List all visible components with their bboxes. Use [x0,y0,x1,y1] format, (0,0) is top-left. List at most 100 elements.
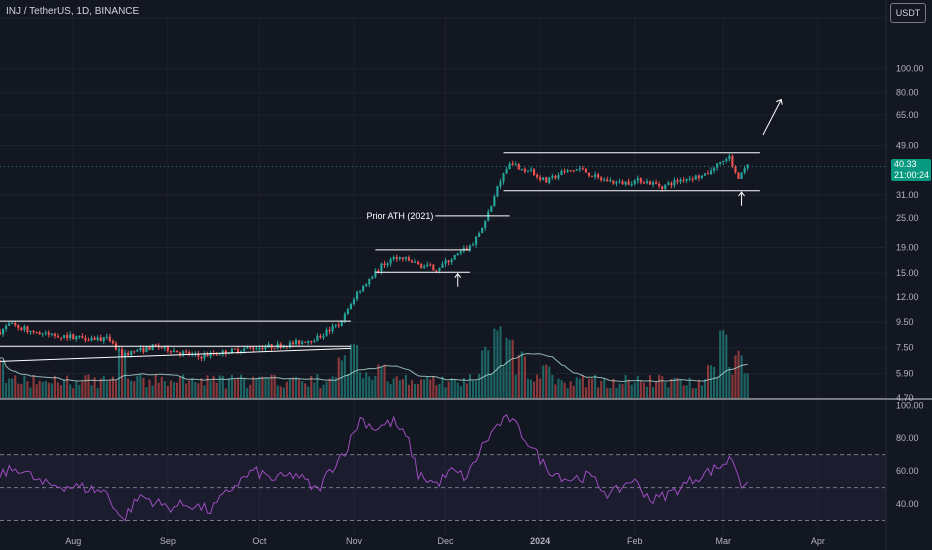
volume-bar [700,385,703,398]
volume-bar [365,372,368,398]
volume-bar [346,373,349,398]
candle-body [72,334,75,340]
volume-bar [487,350,490,398]
volume-bar [603,377,606,398]
volume-bar [276,385,279,398]
last-price: 40.33 [894,159,917,170]
candle-body [407,257,410,261]
candle-body [75,336,78,340]
volume-bar [545,364,548,398]
volume-bar [20,384,23,398]
volume-bar [703,379,707,398]
candle-body [1,329,5,335]
time-tick-label: 2024 [530,536,550,546]
candle-body [627,181,630,185]
candle-body [563,170,566,172]
volume-bar [706,365,710,398]
volume-bar [221,375,224,398]
price-tick-label: 80.00 [896,88,919,98]
volume-bar [697,379,700,398]
candle-body [35,332,38,334]
volume-bar [481,350,484,398]
volume-bar [243,378,246,398]
candle-body [53,333,56,337]
volume-bar [407,384,410,398]
candle-body [362,285,365,292]
candle-body [236,349,240,353]
candle-body [572,170,575,172]
volume-bar [542,365,545,398]
price-tick-label: 65.00 [896,110,919,120]
candle-body [139,347,142,351]
volume-bar [548,366,551,398]
candle-body [703,173,707,176]
volume-bar [429,379,432,398]
candle-body [8,323,11,326]
candle-body [502,173,505,182]
candle-body [655,182,658,185]
volume-bar [459,386,462,398]
volume-bar [133,381,136,398]
candle-body [615,181,618,184]
candle-body [337,324,340,326]
volume-bar [453,379,456,398]
volume-bar [630,384,633,398]
volume-bar [539,378,542,398]
volume-bar [438,383,441,398]
candle-body [734,166,737,173]
candle-body [716,163,719,168]
candle-body [478,233,481,237]
candle-body [676,180,679,182]
volume-bar [307,386,310,398]
volume-bar [26,381,29,398]
volume-bar [447,381,450,398]
volume-bar [127,378,130,398]
volume-bar [197,383,200,398]
candle-body [81,336,84,339]
currency-unit-button[interactable]: USDT [890,3,926,23]
candle-body [154,344,157,346]
candle-body [310,340,313,342]
candle-body [44,332,47,334]
volume-bar [298,379,301,398]
price-tick-label: 7.50 [896,343,914,353]
volume-bar [240,374,243,398]
candle-body [96,337,99,340]
time-tick-label: Oct [252,536,267,546]
volume-bar [166,385,169,398]
volume-bar [737,350,740,398]
volume-bar [66,375,69,398]
candle-body [249,347,252,349]
volume-bar [404,374,407,398]
candle-body [69,334,72,339]
candle-body [102,337,105,341]
candle-body [56,336,60,338]
candle-body [84,338,87,341]
candle-body [706,173,710,175]
rsi-tick-label: 40.00 [896,499,919,509]
candle-body [471,244,475,246]
candle-body [261,347,264,350]
volume-bar [413,383,417,398]
candle-body [691,178,694,180]
volume-bar [386,381,389,398]
candle-body [41,333,44,335]
candle-body [359,291,362,293]
candle-body [392,256,395,260]
volume-bar [694,388,697,398]
candle-body [444,260,447,264]
volume-bar [117,350,121,398]
price-tick-label: 5.90 [896,369,914,379]
volume-bar [331,376,334,398]
volume-bar [328,378,331,398]
volume-bar [709,365,713,398]
volume-bar [163,381,166,398]
volume-bar [401,378,404,398]
price-tick-label: 15.00 [896,268,919,278]
candle-body [420,264,423,268]
volume-bar [679,379,682,398]
volume-bar [642,382,645,398]
volume-bar [581,375,584,398]
candle-body [600,177,603,181]
